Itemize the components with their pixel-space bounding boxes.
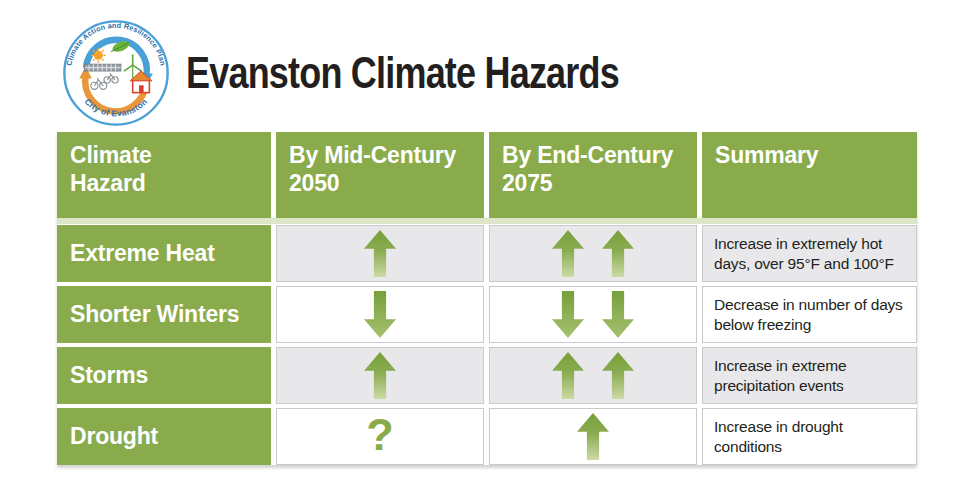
city-of-evanston-carp-logo: Climate Action and Resilience Plan City … — [62, 19, 170, 127]
hazard-cell: Drought — [57, 408, 271, 465]
mid-century-cell — [276, 347, 484, 404]
table-row: Storms Increase in extreme precipitation … — [57, 347, 917, 404]
up-arrow-icon — [363, 352, 397, 399]
hazard-cell: Extreme Heat — [57, 225, 271, 282]
column-header-climate-hazard: Climate Hazard — [57, 132, 271, 218]
hazard-cell: Shorter Winters — [57, 286, 271, 343]
mid-century-cell — [276, 225, 484, 282]
solar-panel-icon — [85, 64, 121, 71]
up-arrow-icon — [601, 352, 635, 399]
up-arrow-icon — [551, 352, 585, 399]
end-century-cell — [489, 225, 697, 282]
up-arrow-icon — [551, 230, 585, 277]
summary-cell: Decrease in number of days below freezin… — [702, 286, 917, 343]
question-mark-icon: ? — [366, 412, 394, 457]
summary-cell: Increase in drought conditions — [702, 408, 917, 465]
end-century-cell — [489, 347, 697, 404]
page-header: Climate Action and Resilience Plan City … — [0, 0, 973, 132]
table-row: Extreme Heat Increase in extremely hot da… — [57, 225, 917, 282]
down-arrow-icon — [551, 291, 585, 338]
up-arrow-icon — [363, 230, 397, 277]
header-underline-band — [57, 218, 917, 224]
table-body: Extreme Heat Increase in extremely hot da… — [57, 225, 917, 465]
up-arrow-icon — [576, 413, 610, 460]
up-arrow-icon — [601, 230, 635, 277]
climate-hazards-table: Climate HazardBy Mid-Century 2050By End-… — [57, 132, 917, 465]
table-row: Shorter Winters Decrease in number of day… — [57, 286, 917, 343]
down-arrow-icon — [601, 291, 635, 338]
end-century-cell — [489, 286, 697, 343]
summary-cell: Increase in extremely hot days, over 95°… — [702, 225, 917, 282]
summary-cell: Increase in extreme precipitation events — [702, 347, 917, 404]
page-title: Evanston Climate Hazards — [186, 47, 619, 99]
column-header-mid-century: By Mid-Century 2050 — [276, 132, 484, 218]
table-header-row: Climate HazardBy Mid-Century 2050By End-… — [57, 132, 917, 218]
down-arrow-icon — [363, 291, 397, 338]
mid-century-cell: ? — [276, 408, 484, 465]
column-header-summary: Summary — [702, 132, 917, 218]
mid-century-cell — [276, 286, 484, 343]
end-century-cell — [489, 408, 697, 465]
hazard-cell: Storms — [57, 347, 271, 404]
column-header-end-century: By End-Century 2075 — [489, 132, 697, 218]
table-row: Drought? Increase in drought conditions — [57, 408, 917, 465]
sun-icon — [91, 48, 106, 63]
